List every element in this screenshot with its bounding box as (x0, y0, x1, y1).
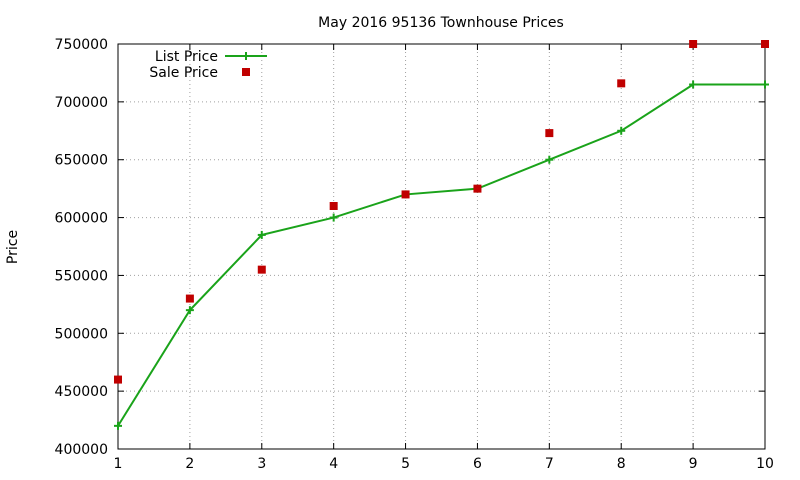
sale-price-point (114, 375, 122, 384)
chart-title: May 2016 95136 Townhouse Prices (318, 15, 564, 31)
y-tick-label: 400000 (55, 442, 108, 458)
y-tick-label: 550000 (55, 268, 108, 284)
y-tick-label: 650000 (55, 153, 108, 169)
y-tick-label: 500000 (55, 326, 108, 342)
list-price-point (761, 80, 769, 89)
x-tick-label: 10 (756, 456, 774, 472)
x-tick-label: 1 (114, 456, 123, 472)
x-tick-label: 7 (545, 456, 554, 472)
x-tick-label: 2 (185, 456, 194, 472)
sale-price-point (257, 265, 266, 274)
x-tick-label: 4 (329, 456, 338, 472)
y-tick-label: 700000 (55, 95, 108, 111)
legend-label: List Price (155, 49, 218, 65)
y-tick-label: 450000 (55, 384, 108, 400)
sale-price-point (401, 190, 410, 199)
y-tick-label: 600000 (55, 211, 108, 227)
x-tick-label: 3 (257, 456, 266, 472)
list-price-point (257, 230, 266, 239)
sale-price-point (545, 129, 554, 138)
sale-price-point (617, 79, 626, 88)
sale-price-point (329, 202, 338, 210)
y-tick-label: 750000 (55, 37, 108, 53)
sale-price-point (689, 40, 698, 48)
sale-price-point (473, 184, 482, 193)
plot-frame (117, 43, 766, 450)
list-price-line (117, 83, 765, 427)
list-price-point (114, 421, 122, 430)
y-axis-label: Price (5, 230, 21, 264)
x-tick-label: 6 (473, 456, 482, 472)
grid-lines (118, 44, 765, 449)
series-layer (114, 40, 769, 430)
series-sale-price (114, 40, 769, 384)
list-price-point (329, 213, 338, 222)
sale-price-point (185, 294, 194, 303)
legend-label: Sale Price (149, 65, 218, 81)
x-tick-label: 9 (689, 456, 698, 472)
list-price-point (545, 155, 554, 164)
list-price-point (689, 80, 698, 89)
series-list-price (114, 80, 769, 430)
list-price-point (617, 126, 626, 135)
legend-plus-swatch (242, 52, 250, 60)
sale-price-point (761, 40, 769, 48)
axis-ticks: 1 2 3 4 5 6 7 8 9 10 400000 450000 500000 550000 60000… (55, 37, 774, 472)
x-tick-label: 8 (617, 456, 626, 472)
x-tick-label: 5 (401, 456, 410, 472)
legend-square-swatch (242, 68, 250, 76)
list-price-point (185, 306, 194, 315)
